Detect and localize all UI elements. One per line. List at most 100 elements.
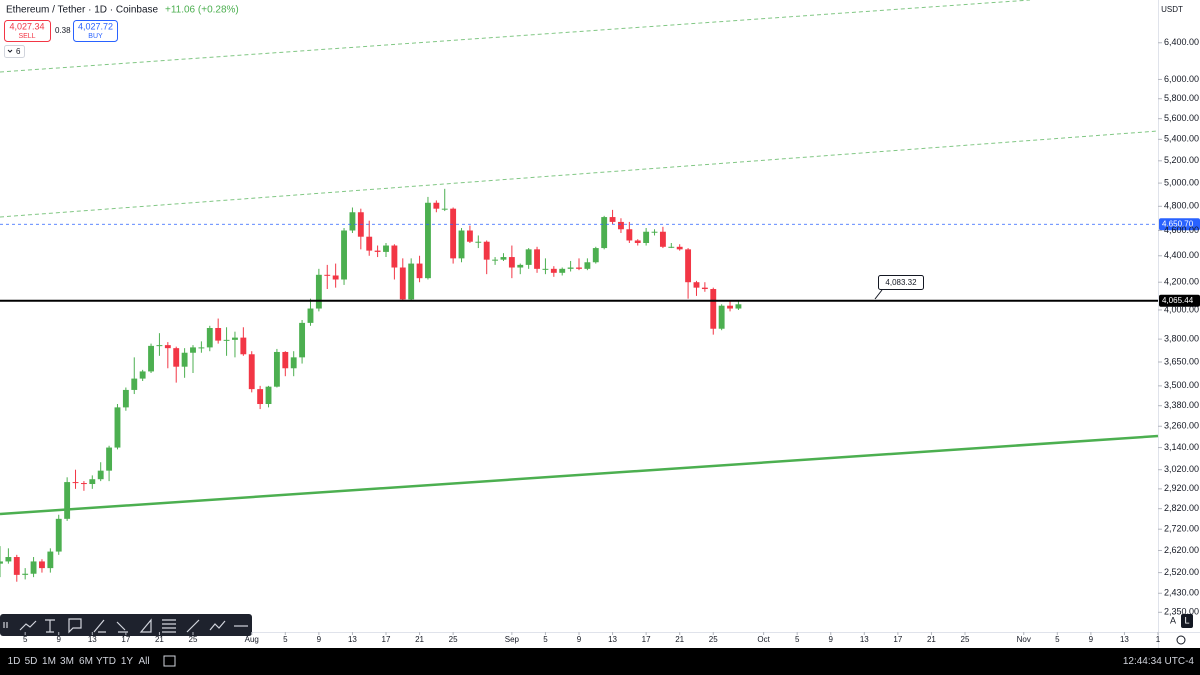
- candle: [618, 218, 624, 233]
- candle: [718, 304, 725, 331]
- candle: [173, 346, 180, 383]
- candle: [601, 215, 608, 250]
- date-range-icon[interactable]: [163, 655, 176, 667]
- auto-scale-button[interactable]: A: [1170, 615, 1176, 625]
- x-tick-label: Nov: [1017, 635, 1031, 644]
- candle-body: [416, 263, 423, 279]
- candle-body: [425, 202, 431, 279]
- candle: [727, 301, 733, 312]
- callout-box: [878, 275, 924, 290]
- range-button[interactable]: 1D: [8, 656, 21, 667]
- x-tick-label: 13: [608, 635, 617, 644]
- tool-icon[interactable]: [162, 619, 176, 633]
- candle: [500, 253, 507, 261]
- candle-body: [483, 241, 490, 260]
- range-button[interactable]: 1M: [42, 656, 56, 667]
- candle-body: [106, 447, 113, 471]
- buy-label: BUY: [88, 33, 103, 40]
- candle-body: [181, 352, 188, 367]
- buy-button[interactable]: [73, 20, 118, 42]
- channel-line[interactable]: [0, 130, 1159, 218]
- tool-icon[interactable]: [186, 619, 200, 633]
- y-tick-label: 6,000.00: [1164, 74, 1199, 84]
- x-tick-label: Aug: [245, 635, 259, 644]
- candle-body: [718, 305, 725, 329]
- y-tick-label: 5,400.00: [1164, 134, 1199, 144]
- price-change: +11.06 (+0.28%): [165, 5, 239, 16]
- candle-body: [618, 221, 624, 230]
- candle: [148, 343, 154, 374]
- candle-body: [122, 389, 129, 408]
- candle: [307, 298, 314, 326]
- range-button[interactable]: 3M: [60, 656, 74, 667]
- candle: [525, 248, 532, 269]
- candle: [416, 255, 423, 283]
- chevron-icon: [7, 49, 13, 53]
- x-tick-label: 21: [927, 635, 936, 644]
- y-tick-label: 4,600.00: [1164, 225, 1199, 235]
- candle-body: [273, 351, 280, 387]
- candle-body: [206, 327, 213, 348]
- tool-icon[interactable]: [93, 619, 106, 633]
- candle: [265, 385, 272, 408]
- candle-body: [727, 305, 733, 309]
- candle-body: [39, 561, 45, 569]
- candle-body: [64, 482, 71, 519]
- candle-body: [559, 268, 566, 273]
- log-scale-button[interactable]: L: [1184, 615, 1189, 625]
- candle-body: [685, 249, 692, 283]
- candle: [383, 242, 389, 258]
- range-button[interactable]: 5D: [25, 656, 38, 667]
- x-tick-label: 13: [860, 635, 869, 644]
- settings-icon[interactable]: [1176, 635, 1186, 645]
- x-tick-label: 17: [893, 635, 902, 644]
- x-tick-label: 5: [283, 635, 288, 644]
- candle: [47, 548, 54, 573]
- y-tick-label: 3,800.00: [1164, 333, 1199, 343]
- candle: [64, 477, 71, 521]
- candle-body: [223, 339, 230, 341]
- candle-body: [500, 257, 507, 260]
- x-tick-label: 13: [88, 635, 97, 644]
- candles: [0, 188, 742, 582]
- candle: [651, 229, 658, 236]
- candle-body: [517, 264, 524, 268]
- drag-handle[interactable]: [3, 622, 8, 628]
- tool-icon[interactable]: [209, 620, 226, 631]
- tool-icon[interactable]: [19, 620, 37, 631]
- trend-line[interactable]: [0, 434, 1159, 516]
- range-button[interactable]: YTD: [96, 656, 116, 667]
- candle-body: [701, 287, 708, 290]
- callout-label: 4,083.32: [885, 278, 917, 287]
- range-button[interactable]: All: [138, 656, 149, 667]
- candle-body: [72, 482, 79, 484]
- candle: [240, 327, 247, 356]
- x-tick-label: 9: [829, 635, 834, 644]
- candle-body: [668, 246, 675, 248]
- candle-body: [80, 483, 87, 485]
- candle: [190, 345, 196, 374]
- y-tick-label: 2,620.00: [1164, 545, 1199, 555]
- x-tick-label: 5: [543, 635, 548, 644]
- candle-body: [601, 217, 608, 249]
- range-button[interactable]: 6M: [79, 656, 93, 667]
- sell-button[interactable]: [4, 20, 51, 42]
- x-tick-label: 25: [961, 635, 970, 644]
- sell-label: SELL: [18, 33, 35, 40]
- y-tick-label: 4,200.00: [1164, 277, 1199, 287]
- tool-icon[interactable]: [68, 618, 82, 634]
- indicators-toggle[interactable]: [4, 45, 25, 58]
- y-tick-label: 2,820.00: [1164, 503, 1199, 513]
- y-tick-label: 4,800.00: [1164, 201, 1199, 211]
- candle-body: [265, 386, 272, 405]
- tool-icon[interactable]: [139, 618, 152, 633]
- x-tick-label: 13: [348, 635, 357, 644]
- y-tick-label: 5,600.00: [1164, 113, 1199, 123]
- tool-icon[interactable]: [45, 619, 55, 633]
- candle: [0, 546, 3, 578]
- x-tick-label: 9: [577, 635, 582, 644]
- indicator-count: 6: [16, 47, 21, 56]
- candle-body: [139, 371, 146, 379]
- buy-price: 4,027.72: [78, 21, 113, 31]
- range-button[interactable]: 1Y: [121, 656, 134, 667]
